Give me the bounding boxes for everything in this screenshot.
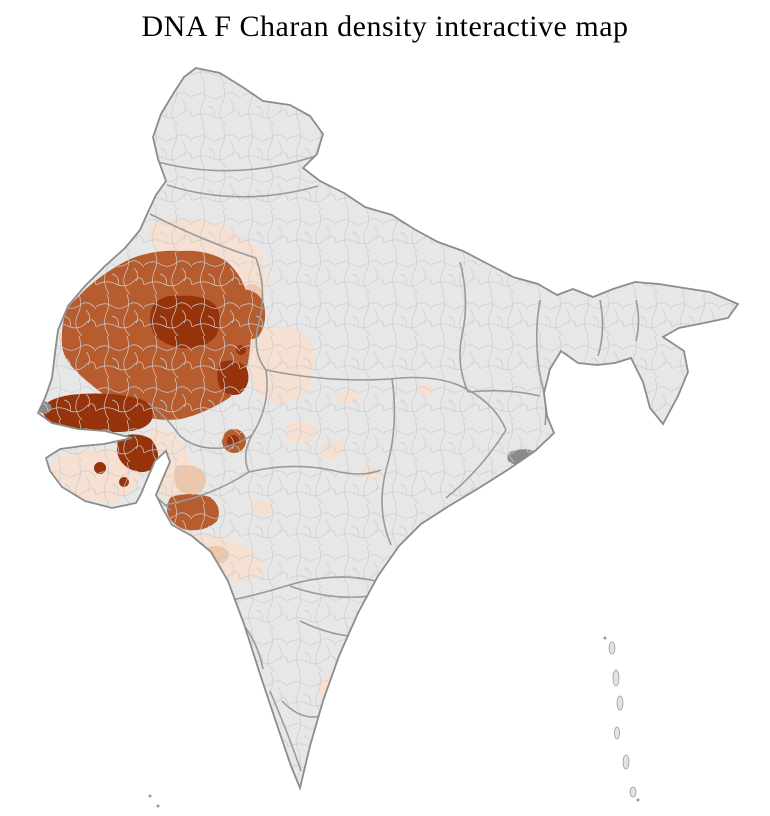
state-border-line: [147, 402, 253, 450]
density-region-high[interactable]: [142, 503, 162, 544]
island[interactable]: [612, 669, 620, 687]
state-border-line: [163, 465, 382, 506]
island[interactable]: [616, 695, 624, 711]
island[interactable]: [603, 636, 607, 640]
islands: [148, 636, 640, 808]
state-border-line: [467, 389, 541, 397]
state-border-line: [459, 261, 469, 393]
island[interactable]: [622, 754, 630, 770]
state-border-line: [244, 369, 268, 473]
state-border-line: [166, 184, 319, 198]
map-title: DNA F Charan density interactive map: [141, 10, 629, 43]
state-border-line: [255, 257, 267, 371]
state-border-line: [269, 690, 302, 772]
island[interactable]: [629, 786, 637, 798]
island[interactable]: [636, 798, 640, 802]
state-border-line: [149, 213, 257, 259]
state-border-line: [157, 155, 317, 172]
island[interactable]: [156, 804, 160, 808]
density-region-high[interactable]: [145, 483, 155, 493]
island[interactable]: [614, 726, 620, 740]
state-border-line: [265, 369, 507, 431]
island[interactable]: [608, 641, 616, 655]
state-border-line: [381, 378, 396, 546]
island[interactable]: [148, 794, 152, 798]
state-border-line: [635, 299, 640, 342]
state-border-line: [597, 299, 604, 357]
state-border-line: [445, 429, 507, 499]
